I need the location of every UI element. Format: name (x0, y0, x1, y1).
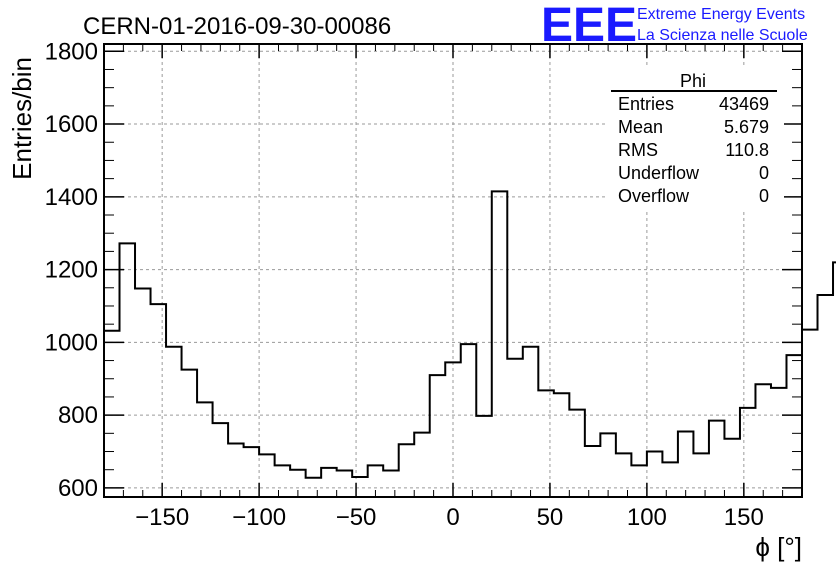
x-tick-label: 0 (446, 504, 459, 531)
histogram-bin (104, 331, 120, 497)
stats-label: Overflow (618, 186, 690, 206)
y-tick-label: 1000 (45, 329, 98, 356)
x-axis-label: ϕ [°] (755, 532, 802, 562)
histogram-bin (383, 470, 399, 497)
stats-label: RMS (618, 140, 658, 160)
histogram-bin (724, 439, 740, 497)
histogram-bin (538, 390, 554, 497)
histogram-bin (399, 444, 415, 497)
axis-ticks (103, 44, 803, 497)
histogram-bin (771, 388, 787, 497)
logo-line-1: Extreme Energy Events (637, 6, 805, 23)
x-tick-label: 100 (627, 504, 667, 531)
y-tick-label: 1400 (45, 184, 98, 211)
stats-value: 0 (759, 186, 769, 206)
histogram-bin (818, 295, 834, 497)
histogram-bin (306, 478, 322, 497)
logo-line-2: La Scienza nelle Scuole (637, 27, 808, 44)
histogram-bin (321, 468, 337, 497)
histogram-bin (275, 465, 291, 497)
y-tick-label: 800 (58, 402, 98, 429)
stats-value: 43469 (719, 94, 769, 114)
stats-label: Entries (618, 94, 674, 114)
histogram-bin (662, 462, 678, 497)
histogram-bin (740, 408, 756, 497)
histogram-bin (786, 355, 802, 497)
tick-labels: −150 −100 −50 0 50 100 150 600 800 1000 1200 1400 16… (45, 38, 764, 531)
histogram-bin (182, 370, 198, 497)
histogram-bin (523, 347, 539, 497)
stats-box: Phi Entries 43469 Mean 5.679 RMS 110.8 Underfl… (606, 68, 784, 210)
plot-frame (103, 43, 803, 498)
histogram-bin (430, 375, 446, 497)
y-tick-label: 1200 (45, 257, 98, 284)
histogram-bin (414, 433, 430, 497)
stats-title: Phi (680, 71, 706, 91)
x-tick-label: −100 (232, 504, 286, 531)
eee-logo: EEE Extreme Energy Events La Scienza nel… (541, 0, 808, 52)
y-tick-label: 1600 (45, 111, 98, 138)
stats-value: 5.679 (724, 117, 769, 137)
stats-value: 0 (759, 163, 769, 183)
y-axis-label: Entries/bin (7, 57, 37, 180)
stats-rows: Entries 43469 Mean 5.679 RMS 110.8 Underflow 0 O… (618, 94, 769, 206)
histogram-step-line (104, 190, 836, 479)
histogram-bin (337, 470, 353, 497)
histogram-bin (476, 416, 492, 497)
chart-title: CERN-01-2016-09-30-00086 (83, 13, 391, 40)
histogram-bin (585, 446, 601, 497)
histogram-bin (755, 384, 771, 497)
histogram-bin (678, 432, 694, 497)
histogram-bin (492, 191, 508, 497)
histogram-bin (507, 359, 523, 497)
histogram-bin (569, 410, 585, 497)
histogram-bin (647, 452, 663, 497)
histogram-bin (228, 444, 244, 497)
eee-logo-letters: EEE (541, 0, 637, 52)
histogram-bin (631, 465, 647, 497)
histogram-bin (259, 454, 275, 497)
x-tick-label: −50 (336, 504, 377, 531)
histogram-bin (213, 423, 229, 497)
y-tick-label: 1800 (45, 38, 98, 65)
stats-label: Underflow (618, 163, 700, 183)
histogram-bin (352, 477, 368, 497)
histogram-bin (244, 447, 260, 497)
histogram-bin (461, 344, 477, 497)
histogram-bin (120, 243, 136, 497)
histogram-bin (802, 330, 818, 497)
x-tick-label: −150 (135, 504, 189, 531)
histogram-bin (151, 304, 167, 497)
x-tick-label: 150 (724, 504, 764, 531)
histogram-bin (693, 453, 709, 497)
histogram-bin (709, 421, 725, 497)
histogram-bin (616, 453, 632, 497)
histogram-bin (135, 289, 151, 497)
histogram-bin (197, 402, 213, 497)
histogram-bin (166, 347, 182, 497)
stats-label: Mean (618, 117, 663, 137)
histogram-bin (554, 393, 570, 497)
y-tick-label: 600 (58, 475, 98, 502)
x-tick-label: 50 (537, 504, 564, 531)
stats-value: 110.8 (725, 140, 769, 160)
